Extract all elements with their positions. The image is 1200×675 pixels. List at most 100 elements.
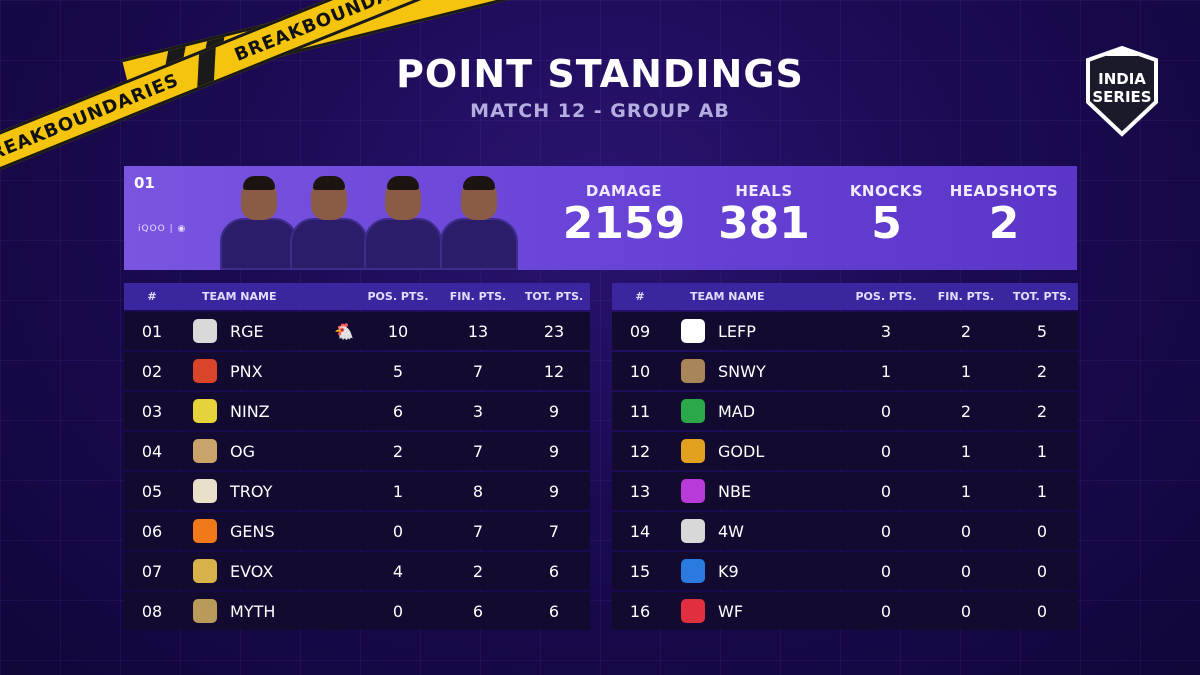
team-logo [668,559,718,583]
team-logo [180,479,230,503]
col-team: TEAM NAME [690,290,765,303]
pos-pts: 0 [392,601,404,621]
stat-value: 2 [988,198,1020,249]
tot-pts: 0 [1036,561,1048,581]
team-logo [180,359,230,383]
team-name: GODL [718,441,765,461]
pos-pts: 3 [880,321,892,341]
player-avatar [364,176,442,270]
table-row: 02 PNX 5 7 12 [124,352,590,390]
team-name: EVOX [230,561,274,581]
team-logo [668,479,718,503]
team-logo [668,599,718,623]
team-logo-icon [681,439,705,463]
col-tot: TOT. PTS. [524,290,584,303]
team-logo [668,439,718,463]
team-logo [180,599,230,623]
fin-pts: 2 [472,561,484,581]
team-logo [180,439,230,463]
stat-damage: DAMAGE 2159 [549,182,699,248]
table-row: 12 GODL 0 1 1 [612,432,1078,470]
fin-pts: 6 [472,601,484,621]
table-row: 04 OG 2 7 9 [124,432,590,470]
team-logo-icon [681,519,705,543]
standings-table-right: # TEAM NAME POS. PTS. FIN. PTS. TOT. PTS… [612,283,1078,630]
pos-pts: 6 [392,401,404,421]
team-name: PNX [230,361,263,381]
pos-pts: 1 [392,481,404,501]
player-avatar [290,176,368,270]
col-pos: POS. PTS. [855,290,917,303]
table-row: 08 MYTH 0 6 6 [124,592,590,630]
row-rank: 04 [141,441,163,461]
team-logo [180,319,230,343]
row-rank: 13 [629,481,651,501]
stat-value: 381 [718,198,810,249]
tot-pts: 23 [543,321,565,341]
team-logo [180,399,230,423]
stat-headshots: HEADSHOTS 2 [944,182,1064,248]
fin-pts: 1 [960,361,972,381]
team-logo-icon [681,479,705,503]
table-row: 06 GENS 0 7 7 [124,512,590,550]
team-logo-icon [681,319,705,343]
team-logo [180,519,230,543]
col-rank: # [635,290,645,303]
team-logo [668,399,718,423]
tot-pts: 2 [1036,361,1048,381]
col-pos: POS. PTS. [367,290,429,303]
stat-label: DAMAGE [585,182,663,200]
tot-pts: 1 [1036,481,1048,501]
pos-pts: 0 [880,521,892,541]
row-rank: 11 [629,401,651,421]
tot-pts: 6 [548,561,560,581]
col-team: TEAM NAME [202,290,277,303]
col-rank: # [147,290,157,303]
page-subtitle: MATCH 12 - GROUP AB [470,100,730,122]
row-rank: 16 [629,601,651,621]
team-logo [668,359,718,383]
stat-label: HEADSHOTS [949,182,1059,200]
standings-table-left: # TEAM NAME POS. PTS. FIN. PTS. TOT. PTS… [124,283,590,630]
row-rank: 05 [141,481,163,501]
team-players [214,166,524,270]
team-name: RGE [230,321,264,341]
team-name: LEFP [718,321,756,341]
pos-pts: 4 [392,561,404,581]
team-name: 4W [718,521,744,541]
team-name: MAD [718,401,756,421]
stat-value: 2159 [562,198,686,249]
fin-pts: 13 [467,321,489,341]
stat-label: KNOCKS [849,182,924,200]
row-rank: 07 [141,561,163,581]
team-name: NBE [718,481,752,501]
table-row: 16 WF 0 0 0 [612,592,1078,630]
table-row: 15 K9 0 0 0 [612,552,1078,590]
team-logo-icon [681,599,705,623]
row-rank: 01 [141,321,163,341]
fin-pts: 7 [472,361,484,381]
table-row: 14 4W 0 0 0 [612,512,1078,550]
india-series-logo: INDIA SERIES [1080,42,1164,138]
table-header: # TEAM NAME POS. PTS. FIN. PTS. TOT. PTS… [124,283,590,310]
team-name: WF [718,601,744,621]
table-row: 11 MAD 0 2 2 [612,392,1078,430]
row-rank: 10 [629,361,651,381]
tot-pts: 2 [1036,401,1048,421]
table-row: 03 NINZ 6 3 9 [124,392,590,430]
team-logo-icon [193,319,217,343]
stat-value: 5 [871,198,902,249]
fin-pts: 7 [472,521,484,541]
row-rank: 03 [141,401,163,421]
fin-pts: 3 [472,401,484,421]
team-logo-icon [193,559,217,583]
pos-pts: 0 [880,601,892,621]
row-rank: 06 [141,521,163,541]
team-name: TROY [230,481,273,501]
table-header: # TEAM NAME POS. PTS. FIN. PTS. TOT. PTS… [612,283,1078,310]
row-rank: 08 [141,601,163,621]
table-row: 13 NBE 0 1 1 [612,472,1078,510]
page-title: POINT STANDINGS [396,52,804,96]
sponsor-logo: iQOO | ◉ [138,224,187,234]
col-fin: FIN. PTS. [937,290,995,303]
